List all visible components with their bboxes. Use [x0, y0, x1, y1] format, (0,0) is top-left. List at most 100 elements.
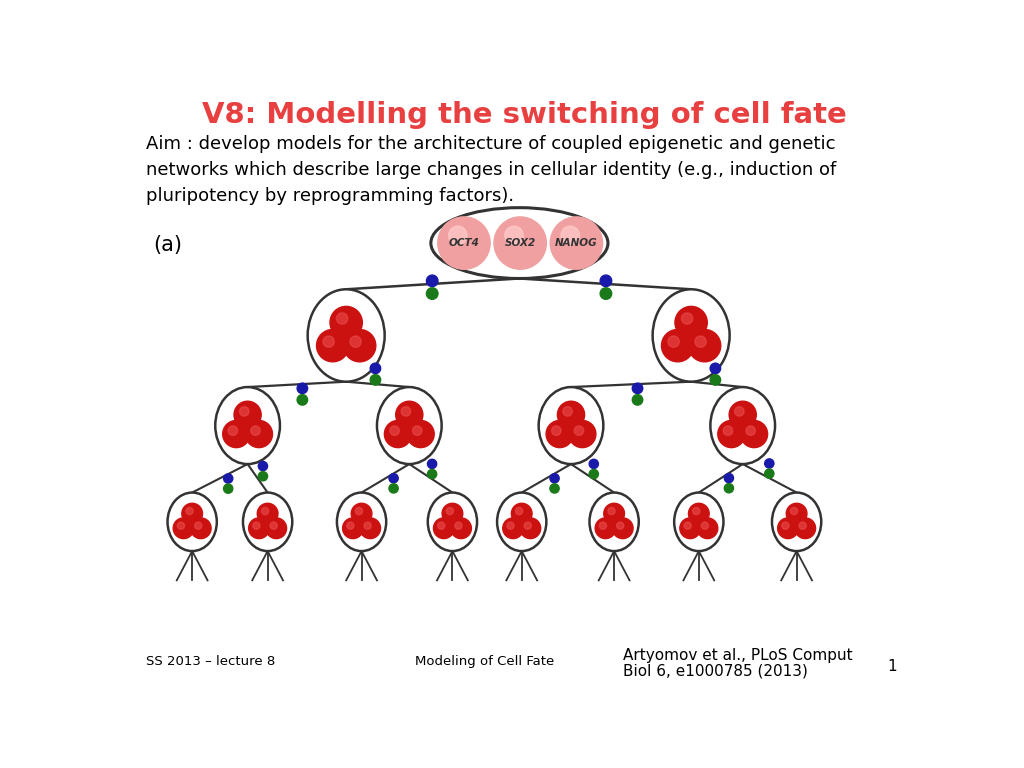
Ellipse shape: [377, 387, 441, 464]
Circle shape: [507, 522, 514, 529]
Text: (a): (a): [154, 234, 182, 255]
Circle shape: [681, 313, 693, 324]
Circle shape: [240, 406, 249, 416]
Circle shape: [257, 503, 278, 524]
Circle shape: [343, 329, 376, 362]
Circle shape: [401, 406, 411, 416]
Circle shape: [449, 226, 467, 245]
Circle shape: [604, 503, 625, 524]
Circle shape: [223, 484, 232, 493]
Circle shape: [446, 508, 454, 515]
Circle shape: [297, 383, 307, 393]
Circle shape: [563, 406, 572, 416]
Circle shape: [246, 420, 272, 448]
Circle shape: [258, 462, 267, 471]
Circle shape: [515, 508, 523, 515]
Circle shape: [786, 503, 807, 524]
Circle shape: [195, 522, 202, 529]
Circle shape: [680, 518, 700, 538]
Circle shape: [552, 426, 561, 435]
Circle shape: [550, 474, 559, 483]
Circle shape: [729, 401, 757, 429]
Ellipse shape: [772, 492, 821, 551]
Circle shape: [355, 508, 362, 515]
Ellipse shape: [711, 387, 775, 464]
Circle shape: [505, 226, 523, 245]
Circle shape: [270, 522, 278, 529]
Circle shape: [173, 518, 194, 538]
Ellipse shape: [539, 387, 603, 464]
Circle shape: [343, 518, 364, 538]
Circle shape: [710, 375, 721, 385]
Circle shape: [177, 522, 184, 529]
Circle shape: [384, 420, 412, 448]
Circle shape: [427, 469, 436, 478]
Circle shape: [695, 336, 707, 347]
Circle shape: [389, 474, 398, 483]
Circle shape: [253, 522, 260, 529]
Circle shape: [347, 522, 354, 529]
Circle shape: [455, 522, 462, 529]
Circle shape: [795, 518, 815, 538]
Circle shape: [511, 503, 532, 524]
Text: Aim : develop models for the architecture of coupled epigenetic and genetic
netw: Aim : develop models for the architectur…: [146, 135, 837, 205]
Circle shape: [390, 426, 399, 435]
Circle shape: [251, 426, 260, 435]
Circle shape: [777, 518, 799, 538]
Circle shape: [724, 473, 733, 482]
Circle shape: [350, 336, 361, 347]
Circle shape: [395, 401, 423, 429]
Circle shape: [323, 336, 334, 347]
Circle shape: [442, 503, 463, 524]
Circle shape: [364, 522, 372, 529]
Circle shape: [568, 420, 596, 448]
Circle shape: [561, 226, 580, 245]
Circle shape: [612, 518, 633, 538]
Circle shape: [234, 401, 261, 429]
Circle shape: [723, 426, 733, 435]
Circle shape: [223, 474, 232, 483]
Circle shape: [550, 217, 602, 270]
Circle shape: [427, 459, 436, 468]
Circle shape: [632, 383, 643, 393]
Circle shape: [316, 329, 349, 362]
Circle shape: [433, 518, 455, 538]
Circle shape: [710, 363, 721, 373]
Circle shape: [632, 395, 643, 405]
Circle shape: [668, 336, 679, 347]
Circle shape: [688, 329, 721, 362]
Ellipse shape: [337, 492, 386, 551]
Circle shape: [451, 518, 471, 538]
Text: 1: 1: [887, 659, 897, 674]
Circle shape: [791, 508, 798, 515]
Circle shape: [765, 458, 774, 468]
Circle shape: [740, 420, 768, 448]
Circle shape: [599, 522, 606, 529]
Circle shape: [261, 508, 268, 515]
Ellipse shape: [243, 492, 292, 551]
Circle shape: [359, 518, 381, 538]
Circle shape: [297, 395, 307, 405]
Circle shape: [557, 401, 585, 429]
Circle shape: [662, 329, 694, 362]
Circle shape: [437, 522, 444, 529]
Circle shape: [684, 522, 691, 529]
Text: Artyomov et al., PLoS Comput: Artyomov et al., PLoS Comput: [624, 648, 853, 664]
Text: V8: Modelling the switching of cell fate: V8: Modelling the switching of cell fate: [203, 101, 847, 129]
Circle shape: [371, 363, 381, 373]
Circle shape: [589, 469, 598, 478]
Ellipse shape: [168, 492, 217, 551]
Circle shape: [186, 508, 194, 515]
Ellipse shape: [307, 290, 385, 382]
Circle shape: [718, 420, 745, 448]
Circle shape: [574, 426, 584, 435]
Circle shape: [258, 472, 267, 481]
Circle shape: [520, 518, 541, 538]
Circle shape: [799, 522, 806, 529]
Circle shape: [546, 420, 573, 448]
Text: SOX2: SOX2: [505, 238, 536, 248]
Circle shape: [595, 518, 615, 538]
Text: NANOG: NANOG: [555, 238, 598, 248]
Circle shape: [701, 522, 709, 529]
Circle shape: [228, 426, 238, 435]
